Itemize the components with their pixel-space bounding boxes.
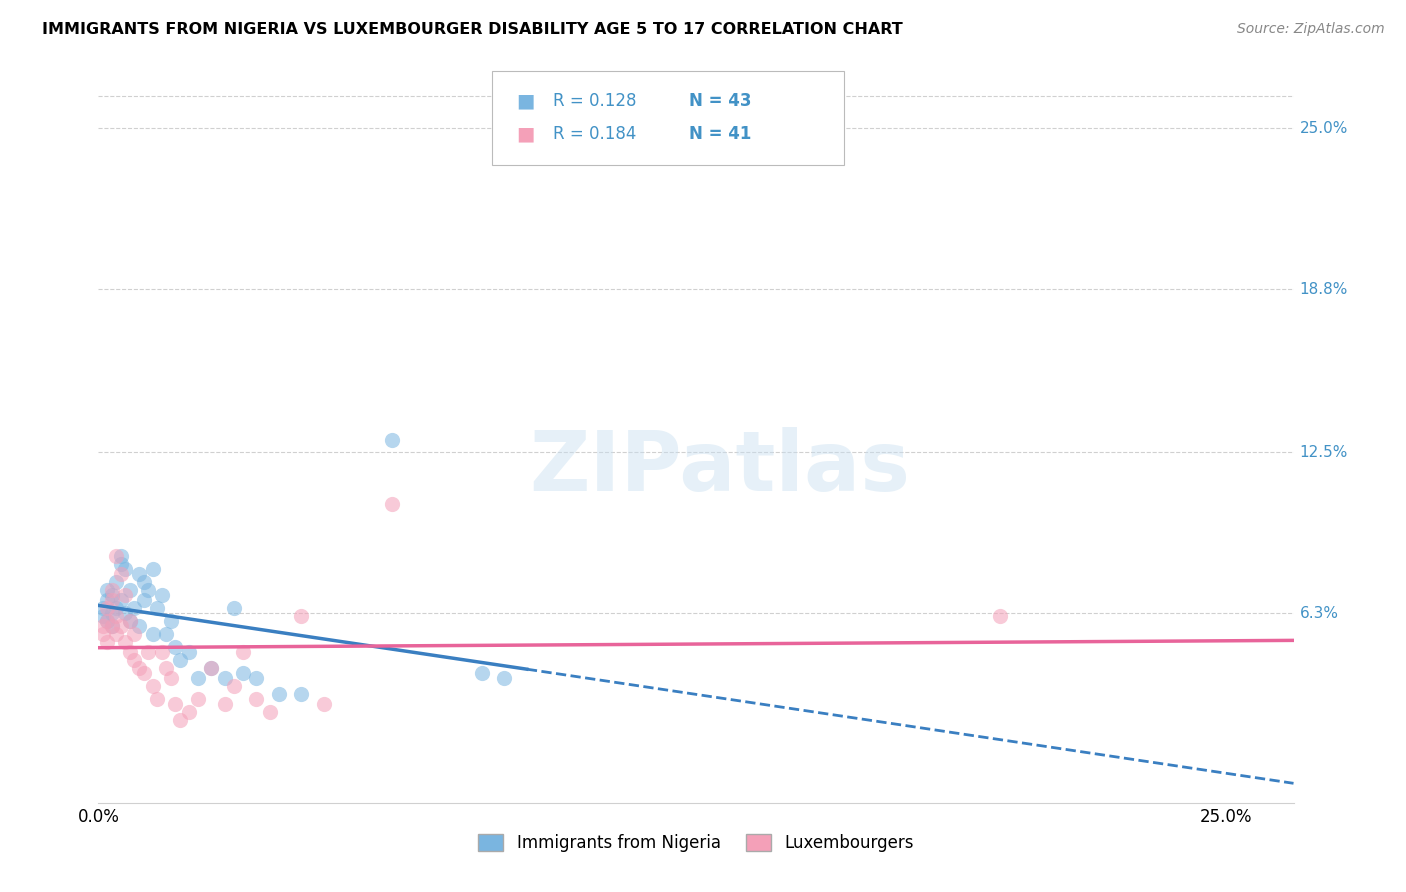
Point xyxy=(110,557,132,571)
Text: N = 43: N = 43 xyxy=(689,92,751,110)
Point xyxy=(165,640,187,654)
Point xyxy=(990,609,1012,624)
Text: R = 0.128: R = 0.128 xyxy=(553,92,636,110)
Point xyxy=(200,661,222,675)
Point xyxy=(96,582,118,597)
Point xyxy=(101,607,124,621)
Text: ZIPatlas: ZIPatlas xyxy=(530,427,910,508)
Point xyxy=(132,666,155,681)
Point xyxy=(96,614,118,628)
Point xyxy=(114,588,136,602)
Point xyxy=(245,692,267,706)
Point xyxy=(96,635,118,649)
Point xyxy=(91,609,114,624)
Point xyxy=(110,567,132,582)
Point xyxy=(91,619,114,633)
Legend: Immigrants from Nigeria, Luxembourgers: Immigrants from Nigeria, Luxembourgers xyxy=(472,827,920,859)
Point xyxy=(312,697,335,711)
Point xyxy=(114,562,136,576)
Point xyxy=(96,614,118,628)
Text: N = 41: N = 41 xyxy=(689,125,751,143)
Point xyxy=(146,692,169,706)
Point xyxy=(118,614,141,628)
Point xyxy=(494,671,516,685)
Point xyxy=(110,619,132,633)
Point xyxy=(232,666,254,681)
Point xyxy=(290,609,312,624)
Point xyxy=(214,697,236,711)
Point xyxy=(159,614,181,628)
Point xyxy=(128,661,150,675)
Point xyxy=(91,627,114,641)
Point xyxy=(471,666,494,681)
Point xyxy=(380,433,402,447)
Point xyxy=(124,601,146,615)
Point xyxy=(290,687,312,701)
Point xyxy=(132,593,155,607)
Point xyxy=(118,582,141,597)
Point xyxy=(101,619,124,633)
Point xyxy=(96,601,118,615)
Text: ■: ■ xyxy=(516,92,534,111)
Point xyxy=(105,609,128,624)
Point xyxy=(146,601,169,615)
Point xyxy=(187,671,209,685)
Point xyxy=(150,588,173,602)
Point xyxy=(96,593,118,607)
Point xyxy=(128,567,150,582)
Point xyxy=(245,671,267,685)
Point xyxy=(132,575,155,590)
Point xyxy=(105,601,128,615)
Text: 18.8%: 18.8% xyxy=(1299,282,1348,296)
Point xyxy=(222,679,245,693)
Text: Source: ZipAtlas.com: Source: ZipAtlas.com xyxy=(1237,22,1385,37)
Text: ■: ■ xyxy=(516,125,534,144)
Point xyxy=(177,705,200,719)
Point xyxy=(200,661,222,675)
Point xyxy=(101,582,124,597)
Text: 6.3%: 6.3% xyxy=(1299,606,1339,621)
Point xyxy=(165,697,187,711)
Point xyxy=(105,627,128,641)
Point xyxy=(101,588,124,602)
Text: R = 0.184: R = 0.184 xyxy=(553,125,636,143)
Point xyxy=(110,593,132,607)
Point xyxy=(91,601,114,615)
Point xyxy=(136,645,159,659)
Point xyxy=(136,582,159,597)
Point xyxy=(155,661,177,675)
Text: 12.5%: 12.5% xyxy=(1299,445,1348,460)
Point xyxy=(222,601,245,615)
Point xyxy=(124,653,146,667)
Point xyxy=(118,645,141,659)
Point xyxy=(214,671,236,685)
Point xyxy=(177,645,200,659)
Point xyxy=(118,614,141,628)
Point xyxy=(110,549,132,564)
Point xyxy=(187,692,209,706)
Point xyxy=(101,619,124,633)
Point xyxy=(155,627,177,641)
Point xyxy=(159,671,181,685)
Point xyxy=(124,627,146,641)
Point xyxy=(232,645,254,659)
Point xyxy=(105,575,128,590)
Point xyxy=(259,705,281,719)
Point xyxy=(141,627,163,641)
Point xyxy=(169,713,191,727)
Point xyxy=(128,619,150,633)
Text: 25.0%: 25.0% xyxy=(1299,120,1348,136)
Point xyxy=(150,645,173,659)
Point xyxy=(101,593,124,607)
Text: IMMIGRANTS FROM NIGERIA VS LUXEMBOURGER DISABILITY AGE 5 TO 17 CORRELATION CHART: IMMIGRANTS FROM NIGERIA VS LUXEMBOURGER … xyxy=(42,22,903,37)
Point xyxy=(141,679,163,693)
Point xyxy=(380,497,402,511)
Point xyxy=(105,549,128,564)
Point xyxy=(114,607,136,621)
Point xyxy=(141,562,163,576)
Point xyxy=(267,687,290,701)
Point xyxy=(169,653,191,667)
Point xyxy=(114,635,136,649)
